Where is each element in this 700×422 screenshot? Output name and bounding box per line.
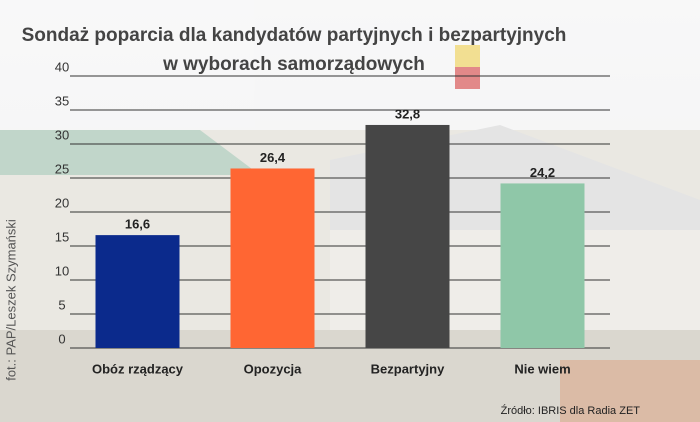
y-tick-label: 10 xyxy=(55,263,69,278)
value-label: 24,2 xyxy=(530,165,555,180)
bar xyxy=(95,235,180,348)
photo-credit: fot.: PAP/Leszek Szymański xyxy=(3,219,18,381)
y-tick-label: 40 xyxy=(55,59,69,74)
x-tick-label: Nie wiem xyxy=(514,361,570,376)
x-tick-label: Bezpartyjny xyxy=(371,361,445,376)
y-tick-label: 25 xyxy=(55,161,69,176)
value-label: 26,4 xyxy=(260,150,286,165)
bar xyxy=(365,124,450,349)
chart-title: Sondaż poparcia dla kandydatów partyjnyc… xyxy=(22,25,567,46)
value-label: 32,8 xyxy=(395,106,420,121)
x-tick-label: Opozycja xyxy=(244,361,303,376)
bar xyxy=(500,183,585,348)
value-label: 16,6 xyxy=(125,217,150,232)
chart-title: w wyborach samorządowych xyxy=(162,54,425,75)
bar xyxy=(230,168,315,348)
y-tick-label: 0 xyxy=(58,331,65,346)
y-tick-label: 15 xyxy=(55,229,69,244)
y-tick-label: 30 xyxy=(55,127,69,142)
y-tick-label: 20 xyxy=(55,195,69,210)
y-tick-label: 5 xyxy=(58,297,65,312)
x-tick-label: Obóz rządzący xyxy=(92,361,184,376)
source: Źródło: IBRIS dla Radia ZET xyxy=(501,404,641,417)
y-tick-label: 35 xyxy=(55,93,69,108)
